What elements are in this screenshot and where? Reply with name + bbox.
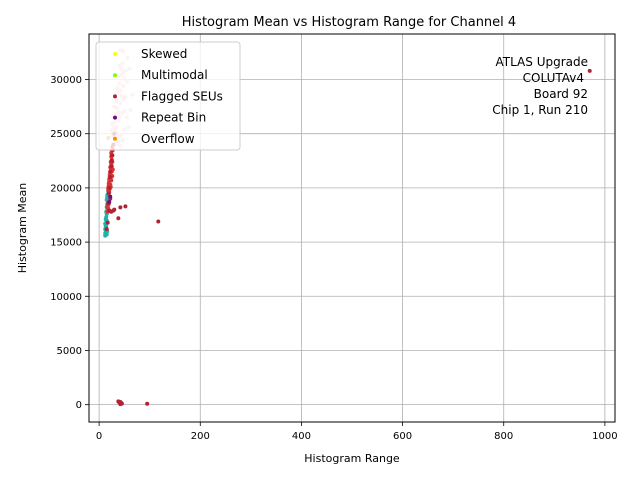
- data-point: [108, 175, 113, 180]
- legend: Skewed Multimodal Flagged SEUs Repeat Bin Ov…: [95, 41, 241, 151]
- annotation-block: ATLAS Upgrade COLUTAv4 Board 92 Chip 1, …: [492, 55, 588, 117]
- annotation-line-3: Board 92: [534, 87, 588, 101]
- gridlines: [89, 34, 615, 422]
- legend-label: Flagged SEUs: [141, 89, 223, 103]
- data-point: [156, 219, 161, 224]
- legend-marker: [113, 73, 117, 78]
- x-tick-label: 800: [494, 431, 513, 442]
- x-axis-label: Histogram Range: [304, 452, 400, 465]
- legend-marker: [113, 94, 117, 99]
- annotation-line-4: Chip 1, Run 210: [492, 103, 588, 117]
- y-axis-label: Histogram Mean: [16, 183, 29, 274]
- data-point: [109, 178, 114, 183]
- legend-marker: [113, 136, 117, 141]
- axis-ticks: 0 200 400 600 800 100005000100001500020000250…: [50, 75, 617, 442]
- annotation-line-2: COLUTAv4: [523, 71, 584, 85]
- data-point: [118, 402, 123, 407]
- x-tick-label: 600: [393, 431, 412, 442]
- x-tick-label: 0: [96, 431, 102, 442]
- y-tick-label: 10000: [50, 292, 82, 303]
- data-point: [108, 169, 113, 174]
- data-point: [112, 207, 117, 212]
- y-tick-label: 0: [76, 400, 82, 411]
- data-point: [118, 205, 123, 210]
- chart-title: Histogram Mean vs Histogram Range for Ch…: [182, 15, 516, 30]
- legend-box: [95, 41, 241, 151]
- data-point: [106, 191, 111, 196]
- legend-label: Skewed: [141, 47, 187, 61]
- data-point: [103, 217, 108, 222]
- data-point: [105, 220, 110, 225]
- data-point: [108, 194, 113, 199]
- x-tick-label: 1000: [592, 431, 617, 442]
- data-point: [109, 158, 114, 163]
- data-point: [107, 199, 112, 204]
- data-point: [116, 216, 121, 221]
- data-point: [145, 401, 150, 406]
- y-tick-label: 25000: [50, 129, 82, 140]
- data-point: [110, 153, 115, 158]
- legend-marker: [113, 115, 117, 120]
- legend-label: Repeat Bin: [141, 111, 206, 125]
- plot-frame: [88, 33, 616, 423]
- y-tick-label: 30000: [50, 75, 82, 86]
- annotation-line-1: ATLAS Upgrade: [495, 55, 588, 69]
- legend-marker: [113, 52, 117, 56]
- data-point: [107, 185, 112, 190]
- y-tick-label: 15000: [50, 238, 82, 249]
- y-tick-label: 20000: [50, 183, 82, 194]
- legend-label: Overflow: [141, 132, 195, 146]
- data-point: [104, 232, 109, 237]
- y-tick-label: 5000: [57, 346, 82, 357]
- data-point: [105, 204, 110, 209]
- data-point: [123, 204, 128, 209]
- data-point: [587, 68, 592, 73]
- data-point: [109, 164, 114, 169]
- x-tick-label: 400: [292, 431, 311, 442]
- data-point: [104, 227, 109, 232]
- x-tick-label: 200: [191, 431, 210, 442]
- legend-label: Multimodal: [141, 68, 208, 82]
